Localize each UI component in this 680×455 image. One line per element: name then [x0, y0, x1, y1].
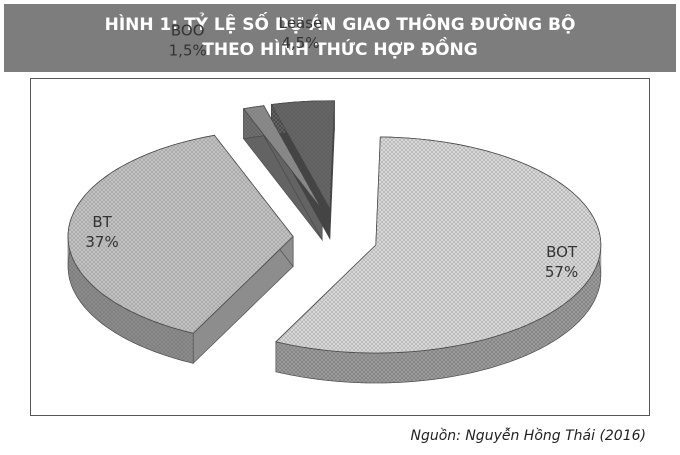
- slice-label: Lease: [279, 14, 323, 32]
- slice-texture: [243, 105, 323, 210]
- slice-label: BT: [92, 213, 112, 231]
- slice-label: BOT: [546, 243, 578, 261]
- slice-texture: [68, 135, 294, 334]
- chart-frame: [30, 78, 650, 416]
- slice-texture: [275, 137, 601, 353]
- value-label: 1,5%: [169, 41, 207, 59]
- value-label: 4,5%: [281, 34, 319, 52]
- slice-texture: [271, 100, 335, 209]
- value-label: 37%: [85, 233, 118, 251]
- source-note: Nguồn: Nguyễn Hồng Thái (2016): [410, 428, 647, 444]
- chart-title: HÌNH 1: TỶ LỆ SỐ DỰ ÁN GIAO THÔNG ĐƯỜNG …: [4, 4, 676, 72]
- slice-label: BOO: [171, 21, 205, 39]
- value-label: 57%: [545, 263, 578, 281]
